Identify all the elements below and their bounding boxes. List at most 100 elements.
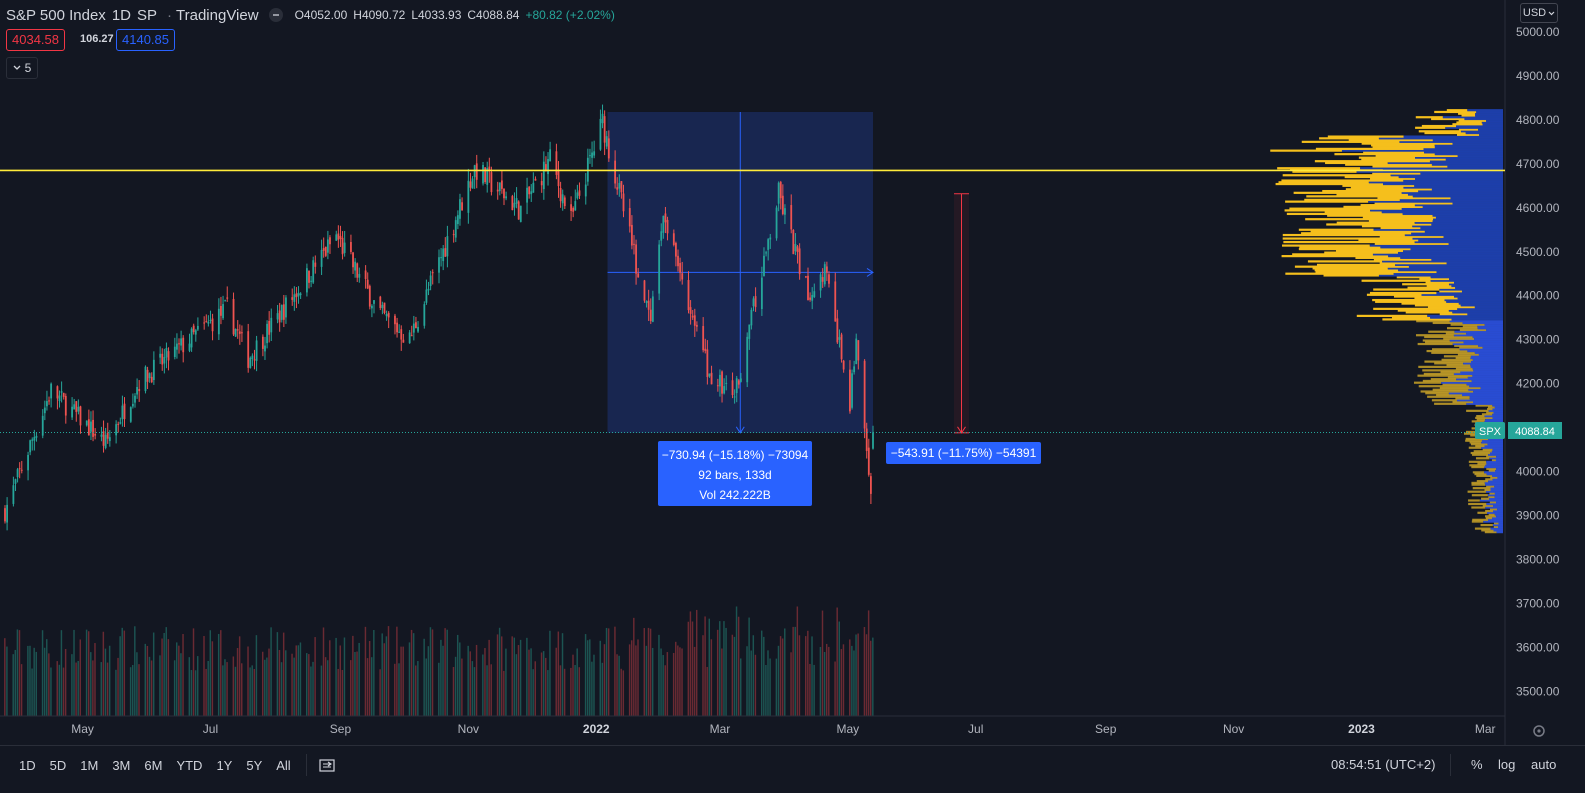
volume-bar <box>490 664 492 716</box>
profile-row-up <box>1373 288 1440 291</box>
candle-body <box>765 252 767 254</box>
candle-body <box>666 219 669 234</box>
profile-row-down <box>1486 460 1503 463</box>
date-range-icon[interactable] <box>317 757 337 773</box>
profile-row-down <box>1456 399 1503 402</box>
indicators-toggle-button[interactable]: 5 <box>6 57 38 79</box>
timeframe-3m[interactable]: 3M <box>112 757 131 773</box>
clock[interactable]: 08:54:51 (UTC+2) <box>1331 757 1436 772</box>
settings-gear-icon[interactable] <box>1533 725 1545 737</box>
candle-body <box>488 166 491 172</box>
candle-body <box>335 234 338 241</box>
price-tick-label: 3600.00 <box>1516 640 1560 654</box>
profile-row-up <box>1325 161 1388 165</box>
profile-row-down <box>1492 404 1503 407</box>
timeframe-5d[interactable]: 5D <box>49 757 67 773</box>
profile-row-up <box>1476 418 1486 421</box>
profile-row-up <box>1275 182 1384 186</box>
candle-body <box>530 191 533 195</box>
timeframe-all[interactable]: All <box>276 757 291 773</box>
profile-row-down <box>1494 495 1503 499</box>
profile-row-up <box>1420 390 1474 393</box>
profile-row-up <box>1375 154 1458 158</box>
volume-bar <box>823 651 826 716</box>
candle-body <box>809 297 812 300</box>
auto-toggle[interactable]: auto <box>1531 757 1557 772</box>
candle-body <box>381 304 384 309</box>
candle-body <box>119 422 122 424</box>
timeframe-6m[interactable]: 6M <box>144 757 163 773</box>
profile-row-up <box>1322 189 1419 193</box>
interval[interactable]: 1D <box>111 6 131 24</box>
volume-bar <box>100 662 102 716</box>
symbol-name[interactable]: S&P 500 Index <box>6 6 106 24</box>
profile-row-down <box>1461 290 1503 293</box>
candle-body <box>781 195 784 215</box>
volume-bar <box>872 637 874 716</box>
volume-bar <box>628 644 631 716</box>
buy-price-button[interactable]: 4140.85 <box>116 29 175 51</box>
profile-row-down <box>1490 487 1503 490</box>
profile-row-down <box>1451 284 1503 288</box>
volume-bar <box>163 632 165 716</box>
candle-body <box>320 249 323 267</box>
profile-row-down <box>1472 335 1503 339</box>
profile-row-down <box>1360 167 1503 170</box>
candle-body <box>691 315 694 318</box>
profile-row-down <box>1493 504 1503 507</box>
profile-row-up <box>1427 306 1475 309</box>
volume-bar <box>540 652 543 716</box>
volume-bar <box>691 621 694 716</box>
candle-body <box>429 275 432 287</box>
profile-row-down <box>1404 233 1503 237</box>
spread-value: 106.27 <box>80 33 114 45</box>
candle-body <box>563 197 566 207</box>
profile-row-down <box>1403 186 1503 189</box>
profile-row-down <box>1498 525 1503 528</box>
volume-bar <box>484 648 486 716</box>
profile-row-up <box>1294 265 1409 268</box>
profile-row-down <box>1431 188 1503 191</box>
market-status-icon[interactable] <box>268 8 283 22</box>
candle-body <box>813 291 816 297</box>
volume-bar <box>79 639 82 716</box>
candle-body <box>352 252 354 268</box>
legend-header[interactable]: S&P 500 Index 1D SP · TradingView O4052.… <box>6 5 621 25</box>
timeframe-1y[interactable]: 1Y <box>216 757 233 773</box>
profile-row-up <box>1470 451 1491 455</box>
profile-row-down <box>1469 397 1503 400</box>
profile-row-down <box>1467 313 1503 316</box>
candle-body <box>354 261 357 271</box>
candle-body <box>188 343 191 351</box>
volume-bar <box>834 661 836 716</box>
profile-row-down <box>1466 332 1503 335</box>
profile-row-down <box>1496 467 1503 470</box>
volume-bar <box>293 657 295 716</box>
volume-bar <box>614 626 616 716</box>
volume-bar <box>350 660 352 716</box>
profile-row-down <box>1431 163 1503 166</box>
timeframe-1d[interactable]: 1D <box>19 757 36 773</box>
volume-bar <box>356 651 358 716</box>
sell-price-button[interactable]: 4034.58 <box>6 29 65 51</box>
timeframe-ytd[interactable]: YTD <box>176 757 203 773</box>
percent-toggle[interactable]: % <box>1471 757 1483 772</box>
timeframe-1m[interactable]: 1M <box>80 757 99 773</box>
timeframe-5y[interactable]: 5Y <box>246 757 263 773</box>
candle-body <box>746 336 749 383</box>
log-toggle[interactable]: log <box>1498 757 1516 772</box>
volume-profile <box>1270 109 1503 534</box>
candle-body <box>849 369 851 412</box>
profile-row-up <box>1471 494 1488 497</box>
profile-row-down <box>1468 388 1503 391</box>
profile-row-down <box>1492 474 1503 477</box>
candle-body <box>56 386 59 399</box>
profile-row-up <box>1477 462 1487 465</box>
profile-row-down <box>1465 131 1503 135</box>
price-range-measure[interactable] <box>954 193 969 434</box>
candle-body <box>339 235 342 239</box>
profile-row-down <box>1481 121 1503 124</box>
currency-select[interactable]: USD <box>1520 3 1558 23</box>
candle-body <box>651 296 654 322</box>
